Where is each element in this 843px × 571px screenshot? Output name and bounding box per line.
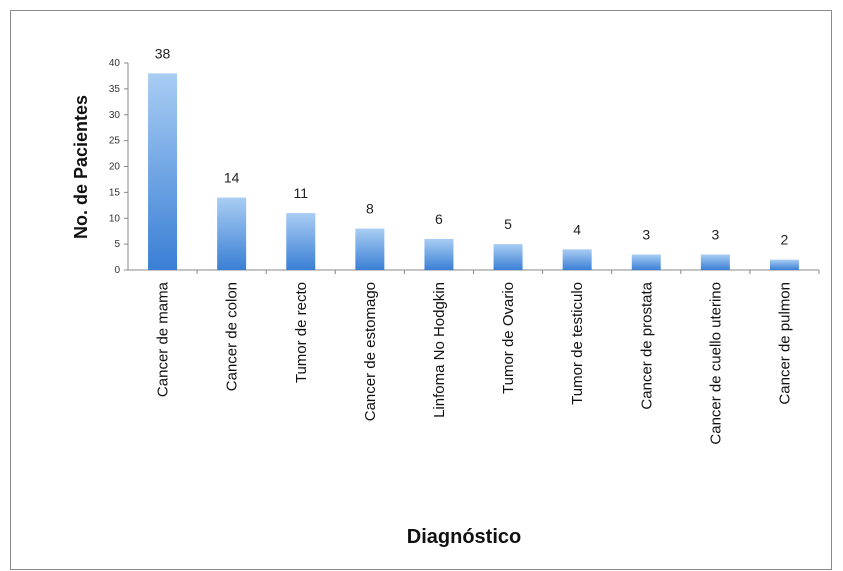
data-labels: 38 14 11 8 6 5 4 3 3 2 (155, 45, 789, 247)
bar-value-label: 5 (504, 216, 512, 232)
bar-value-label: 11 (293, 185, 308, 201)
bar-value-label: 2 (781, 232, 789, 248)
category-label: Cancer de prostata (638, 281, 655, 409)
chart-frame: 0 5 10 15 20 25 30 35 40 38 14 11 8 6 5 4 3 3 2 Cancer de… (10, 10, 832, 570)
bar (217, 197, 247, 270)
bar-value-label: 3 (642, 226, 650, 242)
y-tick-label: 25 (109, 136, 121, 147)
category-label: Tumor de testiculo (569, 282, 586, 405)
bar (148, 73, 178, 270)
bar-value-label: 38 (155, 45, 171, 61)
y-tick-label: 15 (109, 187, 121, 198)
bar (769, 259, 799, 270)
y-tick-label: 35 (109, 84, 121, 95)
y-tick-label: 20 (109, 162, 121, 173)
category-label: Linfoma No Hodgkin (431, 282, 448, 418)
x-axis-title: Diagnóstico (407, 526, 521, 548)
bar-value-label: 6 (435, 211, 443, 227)
category-label: Cancer de cuello uterino (707, 282, 724, 445)
category-label: Cancer de colon (224, 282, 241, 391)
bar (562, 249, 592, 270)
bar (631, 254, 661, 270)
bar-chart: 0 5 10 15 20 25 30 35 40 38 14 11 8 6 5 4 3 3 2 Cancer de… (71, 45, 820, 548)
bar (286, 213, 316, 270)
category-label: Tumor de recto (293, 282, 310, 383)
y-axis: 0 5 10 15 20 25 30 35 40 (109, 58, 129, 276)
bar (424, 238, 454, 270)
y-tick-label: 10 (109, 213, 121, 224)
y-tick-label: 30 (109, 110, 121, 121)
category-label: Cancer de mama (155, 281, 172, 397)
x-axis (128, 269, 820, 274)
bar (493, 244, 523, 270)
bar (355, 228, 385, 270)
y-axis-title: No. de Pacientes (71, 95, 91, 239)
bar-value-label: 8 (366, 201, 374, 217)
category-labels: Cancer de mama Cancer de colon Tumor de re… (155, 281, 794, 444)
category-label: Cancer de estomago (362, 282, 379, 421)
category-label: Tumor de Ovario (500, 282, 517, 394)
y-tick-label: 5 (114, 239, 120, 250)
bar-value-label: 3 (711, 226, 719, 242)
bar-value-label: 14 (224, 170, 240, 186)
category-label: Cancer de pulmon (776, 282, 793, 405)
bars (148, 73, 799, 270)
bar (700, 254, 730, 270)
y-tick-label: 0 (114, 265, 120, 276)
bar-value-label: 4 (573, 221, 581, 237)
y-tick-label: 40 (109, 58, 121, 69)
